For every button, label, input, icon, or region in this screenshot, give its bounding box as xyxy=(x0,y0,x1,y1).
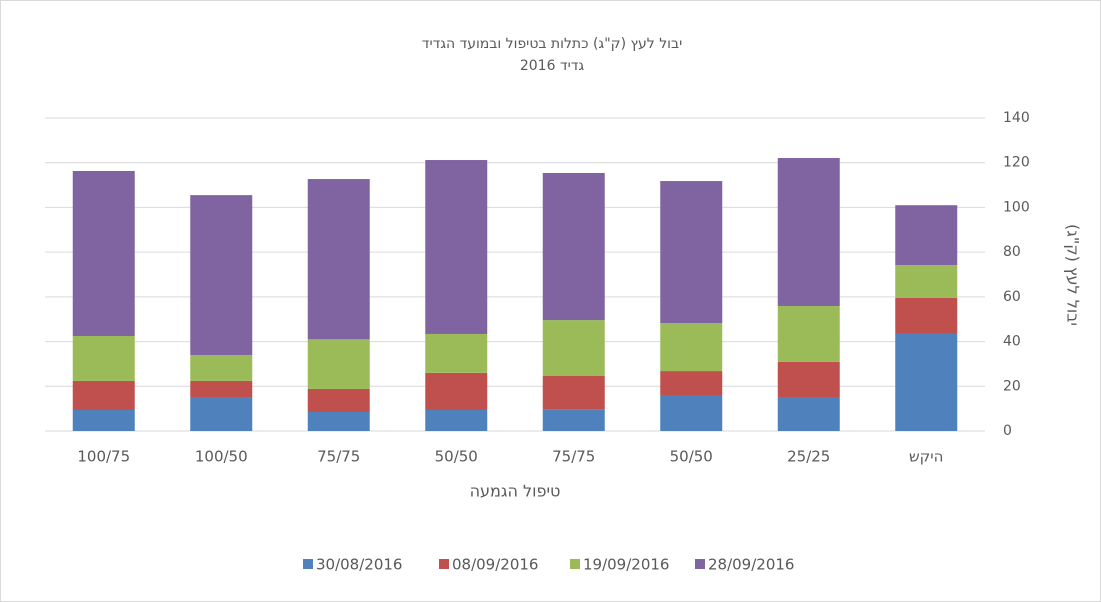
bar-segment xyxy=(542,409,605,431)
y-tick-label: 120 xyxy=(1003,155,1030,171)
x-tick-label: היקש xyxy=(909,448,943,466)
bar-segment xyxy=(660,371,723,396)
legend-swatch xyxy=(570,559,580,569)
x-tick-label: 75/75 xyxy=(552,448,595,466)
legend-label: 30/08/2016 xyxy=(316,556,402,574)
bar-segment xyxy=(307,411,370,431)
x-tick-label: 100/50 xyxy=(195,448,248,466)
y-tick-label: 100 xyxy=(1003,199,1030,215)
x-tick-label: 50/50 xyxy=(670,448,713,466)
bar-segment xyxy=(777,397,840,431)
legend-swatch xyxy=(695,559,705,569)
bar-segment xyxy=(425,409,488,431)
bar-segment xyxy=(777,306,840,362)
legend-label: 08/09/2016 xyxy=(452,556,538,574)
bar-segment xyxy=(895,297,958,334)
bar-segment xyxy=(425,333,488,373)
bar-segment xyxy=(660,395,723,431)
bar-segment xyxy=(777,158,840,307)
bar-segment xyxy=(542,320,605,377)
legend-swatch xyxy=(303,559,313,569)
x-tick-label: 25/25 xyxy=(787,448,830,466)
bar-segment xyxy=(425,160,488,334)
y-axis-title: יבול לעץ (ק"ג) xyxy=(1064,224,1083,326)
bar-segment xyxy=(72,409,135,431)
bar-segment xyxy=(307,388,370,412)
y-tick-label: 60 xyxy=(1003,289,1021,305)
bar-segment xyxy=(307,339,370,389)
y-tick-label: 20 xyxy=(1003,378,1021,394)
bar-segment xyxy=(542,376,605,410)
chart-title: יבול לעץ (ק"ג) כתלות בטיפול ובמועד הגדיד xyxy=(422,36,682,52)
y-tick-label: 40 xyxy=(1003,334,1021,350)
bar-segment xyxy=(425,372,488,410)
bar-segment xyxy=(307,179,370,340)
bar-segment xyxy=(190,195,253,355)
bar-segment xyxy=(660,323,723,372)
legend-label: 28/09/2016 xyxy=(708,556,794,574)
x-tick-label: 100/75 xyxy=(77,448,130,466)
x-tick-label: 75/75 xyxy=(317,448,360,466)
x-axis-title: טיפול הגמעה xyxy=(470,482,561,501)
bar-segment xyxy=(542,172,605,321)
legend-label: 19/09/2016 xyxy=(583,556,669,574)
bar-segment xyxy=(72,380,135,410)
bar-segment xyxy=(777,361,840,398)
y-tick-label: 0 xyxy=(1003,423,1012,439)
bar-segment xyxy=(895,333,958,431)
bar-segment xyxy=(190,380,253,398)
legend-swatch xyxy=(439,559,449,569)
x-tick-label: 50/50 xyxy=(435,448,478,466)
bar-segment xyxy=(72,335,135,381)
chart-subtitle: גדיד 2016 xyxy=(520,58,585,74)
y-tick-label: 140 xyxy=(1003,110,1030,126)
bar-segment xyxy=(895,205,958,266)
bar-segment xyxy=(72,170,135,336)
bar-segment xyxy=(660,181,723,324)
bar-segment xyxy=(190,354,253,381)
y-tick-label: 80 xyxy=(1003,244,1021,260)
bar-segment xyxy=(895,265,958,298)
bar-segment xyxy=(190,397,253,431)
